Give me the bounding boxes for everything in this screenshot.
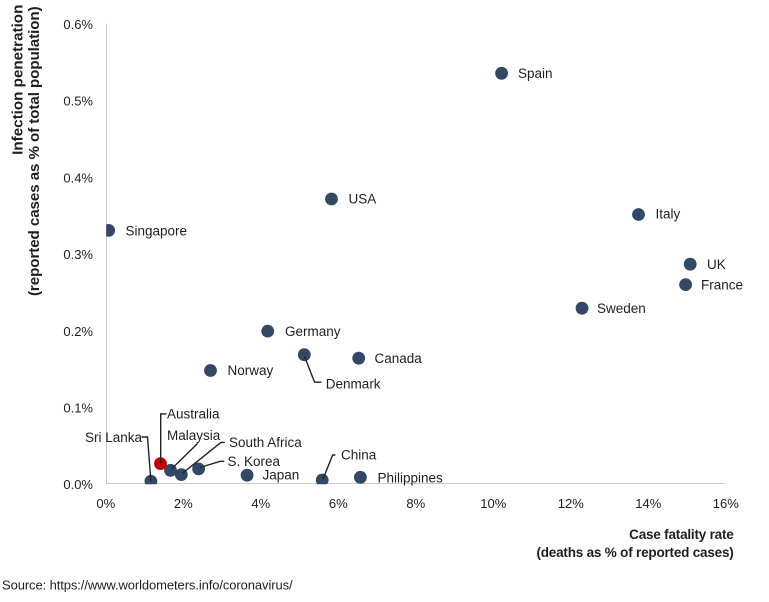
- svg-text:Sweden: Sweden: [597, 301, 646, 316]
- svg-text:S. Korea: S. Korea: [228, 454, 281, 469]
- svg-text:0.5%: 0.5%: [63, 94, 93, 109]
- svg-text:4%: 4%: [251, 496, 270, 511]
- svg-text:10%: 10%: [480, 496, 506, 511]
- svg-text:0.0%: 0.0%: [63, 477, 93, 492]
- svg-text:Canada: Canada: [375, 351, 423, 366]
- svg-text:6%: 6%: [329, 496, 348, 511]
- svg-text:Infection penetration: Infection penetration: [10, 5, 27, 155]
- svg-text:0.1%: 0.1%: [63, 401, 93, 416]
- svg-text:8%: 8%: [406, 496, 425, 511]
- svg-text:Germany: Germany: [285, 324, 341, 339]
- svg-text:China: China: [341, 448, 377, 463]
- svg-text:Spain: Spain: [518, 66, 553, 81]
- svg-text:16%: 16%: [713, 496, 739, 511]
- svg-text:(deaths as % of reported cases: (deaths as % of reported cases): [536, 545, 733, 560]
- svg-text:0%: 0%: [96, 496, 115, 511]
- svg-text:14%: 14%: [635, 496, 661, 511]
- svg-text:Case fatality rate: Case fatality rate: [629, 527, 734, 542]
- svg-text:0.4%: 0.4%: [63, 170, 93, 185]
- svg-text:Denmark: Denmark: [326, 377, 381, 392]
- svg-text:2%: 2%: [174, 496, 193, 511]
- svg-text:Australia: Australia: [167, 407, 220, 422]
- svg-text:0.6%: 0.6%: [63, 17, 93, 32]
- svg-text:USA: USA: [349, 192, 377, 207]
- svg-text:0.2%: 0.2%: [63, 324, 93, 339]
- svg-text:Italy: Italy: [656, 207, 681, 222]
- svg-text:0.3%: 0.3%: [63, 247, 93, 262]
- svg-text:Malaysia: Malaysia: [167, 428, 221, 443]
- svg-text:Norway: Norway: [228, 363, 274, 378]
- svg-text:Philippines: Philippines: [378, 471, 444, 486]
- svg-text:Sri Lanka: Sri Lanka: [85, 430, 143, 445]
- svg-text:South Africa: South Africa: [229, 435, 302, 450]
- svg-text:Japan: Japan: [263, 468, 300, 483]
- svg-text:France: France: [701, 277, 743, 292]
- svg-text:UK: UK: [707, 257, 726, 272]
- svg-text:Singapore: Singapore: [126, 224, 188, 239]
- svg-text:Source: https://www.worldomete: Source: https://www.worldometers.info/co…: [2, 577, 293, 592]
- svg-text:(reported cases as % of total: (reported cases as % of total population…: [26, 6, 43, 296]
- svg-text:12%: 12%: [558, 496, 584, 511]
